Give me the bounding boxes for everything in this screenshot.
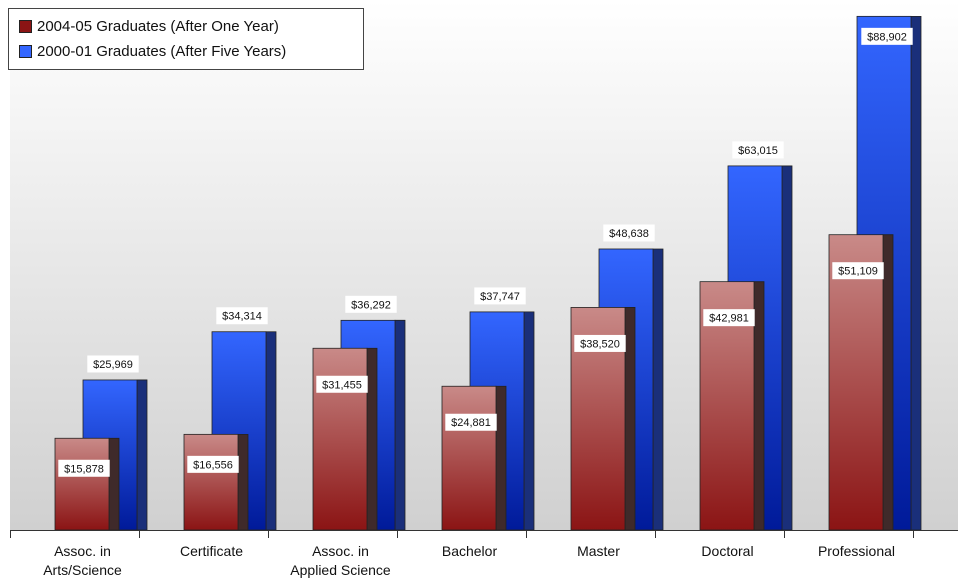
value-label-series-2-2-box [345, 295, 397, 313]
value-label-series-2-0: $25,969 [87, 355, 139, 373]
value-label-series-1-1-box [187, 455, 239, 473]
bar-series-1-0 [54, 437, 120, 531]
value-label-series-2-5-text: $63,015 [738, 145, 778, 157]
value-label-series-2-2: $36,292 [345, 295, 397, 313]
value-label-series-1-0-box [58, 459, 110, 477]
value-label-series-1-3: $24,881 [445, 413, 497, 431]
value-label-series-1-4-text: $38,520 [580, 338, 620, 350]
value-label-series-2-3-box [474, 287, 526, 305]
category-label-5-0: Doctoral [701, 543, 753, 559]
bar-series-1-0-side [108, 437, 120, 531]
bar-series-2-6-side [910, 15, 922, 531]
value-label-series-2-6-text: $88,902 [867, 31, 907, 43]
value-label-series-2-4-box [603, 224, 655, 242]
bar-series-1-2 [312, 347, 378, 531]
bar-series-1-6-side [882, 234, 894, 531]
bar-series-1-3-side [495, 385, 507, 531]
legend: 2004-05 Graduates (After One Year) 2000-… [8, 8, 364, 70]
value-label-series-1-2-box [316, 375, 368, 393]
bar-series-1-1 [183, 433, 249, 531]
value-label-series-1-6-text: $51,109 [838, 266, 878, 278]
legend-item-series-1: 2004-05 Graduates (After One Year) [19, 18, 279, 35]
category-label-2-1: Applied Science [290, 562, 391, 578]
category-label-0-1: Arts/Science [43, 562, 122, 578]
value-label-series-1-6-box [832, 262, 884, 280]
value-label-series-2-4: $48,638 [603, 224, 655, 242]
value-label-series-1-4: $38,520 [574, 334, 626, 352]
category-label-6-0: Professional [818, 543, 895, 559]
value-label-series-2-1-box [216, 307, 268, 325]
value-label-series-1-0: $15,878 [58, 459, 110, 477]
value-label-series-2-6-box [861, 27, 913, 45]
value-label-series-1-5-box [703, 309, 755, 327]
value-label-series-1-3-text: $24,881 [451, 417, 491, 429]
value-label-series-1-5-text: $42,981 [709, 313, 749, 325]
value-label-series-1-1-text: $16,556 [193, 459, 233, 471]
bar-series-1-3 [441, 385, 507, 531]
value-label-series-1-2-text: $31,455 [322, 379, 362, 391]
bar-series-2-1-side [265, 331, 277, 531]
bar-series-1-3-front [441, 385, 497, 531]
value-label-series-2-2-text: $36,292 [351, 299, 391, 311]
value-label-series-2-0-text: $25,969 [93, 359, 133, 371]
value-label-series-1-0-text: $15,878 [64, 463, 104, 475]
value-label-series-1-2: $31,455 [316, 375, 368, 393]
value-label-series-1-4-box [574, 334, 626, 352]
category-label-1-0: Certificate [180, 543, 243, 559]
value-label-series-1-6: $51,109 [832, 262, 884, 280]
x-axis-labels: Assoc. in Arts/Science Certificate Assoc. i… [43, 543, 895, 578]
category-label-0-0: Assoc. in [54, 543, 111, 559]
bar-series-1-1-side [237, 433, 249, 531]
bar-series-2-4-side [652, 248, 664, 531]
value-label-series-2-5-box [732, 141, 784, 159]
value-label-series-2-5: $63,015 [732, 141, 784, 159]
value-label-series-2-3-text: $37,747 [480, 291, 520, 303]
legend-swatch-blue [19, 45, 32, 58]
value-label-series-2-3: $37,747 [474, 287, 526, 305]
value-label-series-2-1-text: $34,314 [222, 311, 262, 323]
category-label-3-0: Bachelor [442, 543, 498, 559]
bar-series-1-1-front [183, 433, 239, 531]
bar-series-2-5-side [781, 165, 793, 531]
value-label-series-2-0-box [87, 355, 139, 373]
bar-series-1-6-front [828, 234, 884, 531]
legend-label-series-1: 2004-05 Graduates (After One Year) [37, 18, 279, 35]
value-labels: $25,969 $15,878 $34,314 $16,556 $36,292 $31,4… [58, 27, 913, 477]
value-label-series-2-1: $34,314 [216, 307, 268, 325]
bars-layer [54, 15, 922, 531]
value-label-series-2-4-text: $48,638 [609, 228, 649, 240]
legend-swatch-red [19, 20, 32, 33]
legend-item-series-2: 2000-01 Graduates (After Five Years) [19, 43, 286, 60]
category-label-2-0: Assoc. in [312, 543, 369, 559]
legend-label-series-2: 2000-01 Graduates (After Five Years) [37, 43, 287, 60]
value-label-series-1-5: $42,981 [703, 309, 755, 327]
bar-series-1-6 [828, 234, 894, 531]
bar-series-2-3-side [523, 311, 535, 531]
bar-series-2-0-side [136, 379, 148, 531]
bar-series-1-2-side [366, 347, 378, 531]
bar-series-1-5-side [753, 281, 765, 531]
bar-series-1-4-side [624, 307, 636, 531]
bar-series-1-2-front [312, 347, 368, 531]
value-label-series-1-3-box [445, 413, 497, 431]
x-axis-ticks [10, 530, 914, 538]
bar-series-1-0-front [54, 437, 110, 531]
category-label-4-0: Master [577, 543, 620, 559]
value-label-series-2-6: $88,902 [861, 27, 913, 45]
value-label-series-1-1: $16,556 [187, 455, 239, 473]
bar-series-2-2-side [394, 319, 406, 531]
